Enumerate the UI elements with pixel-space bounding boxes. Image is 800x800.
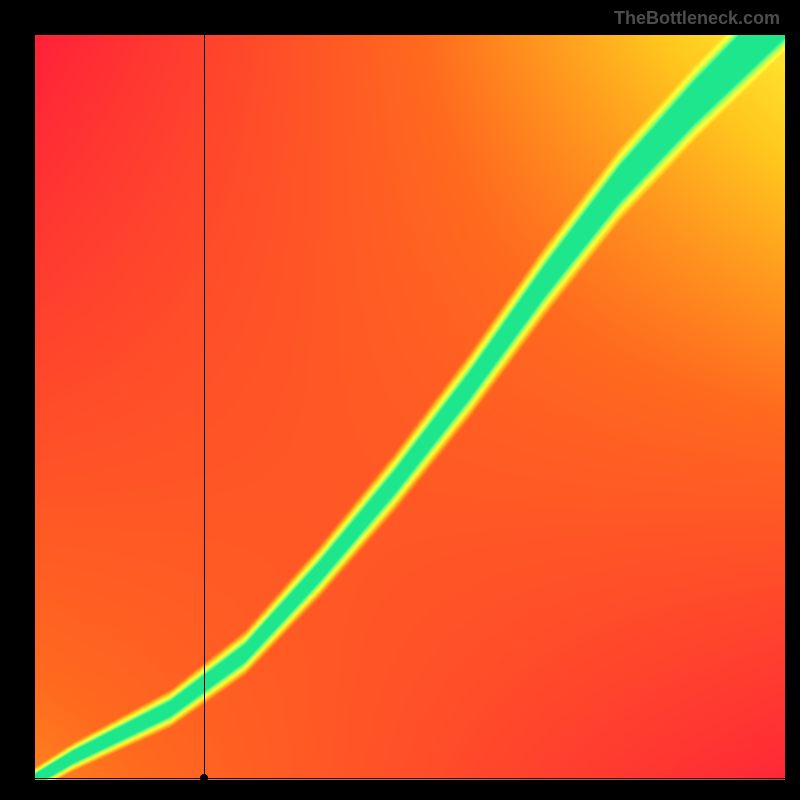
heatmap-canvas xyxy=(35,35,785,780)
heatmap-plot-area xyxy=(35,35,785,780)
crosshair-vertical xyxy=(204,35,205,780)
crosshair-horizontal xyxy=(35,778,785,779)
crosshair-dot xyxy=(200,774,208,782)
watermark-text: TheBottleneck.com xyxy=(614,8,780,29)
